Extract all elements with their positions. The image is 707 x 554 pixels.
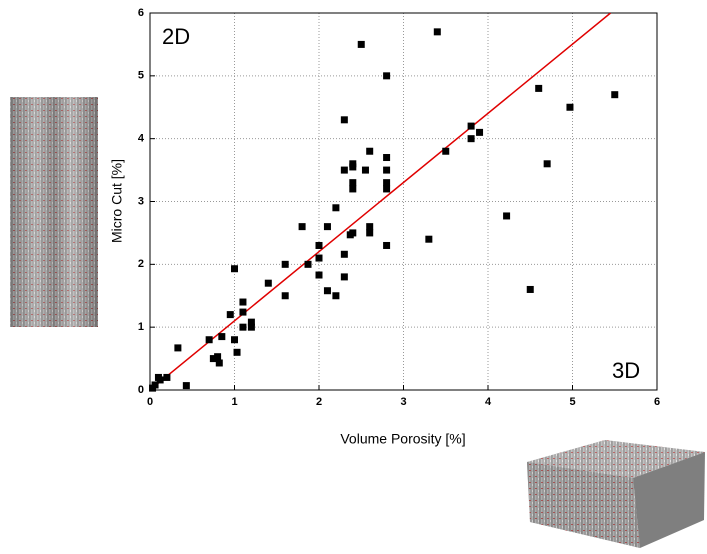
data-point: [156, 376, 164, 384]
data-point: [349, 179, 357, 187]
data-point: [361, 166, 369, 174]
y-tick-label: 2: [138, 258, 144, 270]
data-point: [281, 292, 289, 300]
data-point: [231, 336, 238, 344]
data-point: [214, 353, 222, 361]
data-point: [383, 241, 391, 249]
data-point: [218, 333, 226, 341]
data-point: [503, 212, 511, 220]
data-point: [281, 260, 289, 268]
data-point: [526, 285, 534, 293]
data-point: [340, 250, 348, 258]
data-point: [383, 185, 391, 193]
data-point: [209, 355, 217, 363]
data-point: [315, 271, 323, 279]
y-tick-label: 0: [138, 384, 144, 396]
y-tick-label: 5: [138, 70, 144, 82]
data-point: [349, 185, 357, 193]
data-point: [476, 128, 484, 136]
x-tick-label: 6: [654, 396, 660, 408]
x-tick-label: 0: [147, 396, 153, 408]
data-point: [298, 223, 306, 231]
label-2d: 2D: [162, 24, 190, 49]
data-point: [304, 260, 312, 268]
data-point: [543, 160, 551, 168]
y-tick-label: 3: [138, 195, 144, 207]
data-point: [239, 298, 247, 306]
data-point: [239, 308, 247, 316]
plot-frame: [149, 12, 658, 391]
data-point: [340, 273, 348, 281]
data-point: [442, 147, 450, 155]
x-tick-label: 4: [485, 396, 492, 408]
data-point: [215, 359, 223, 367]
data-point: [357, 40, 365, 48]
data-point: [174, 344, 182, 352]
data-point: [264, 279, 272, 287]
y-tick-label: 6: [138, 7, 144, 19]
data-point: [433, 28, 441, 36]
data-point: [383, 166, 391, 174]
data-point: [226, 311, 234, 319]
data-point: [383, 179, 391, 187]
data-point: [323, 287, 331, 295]
data-point: [332, 204, 340, 212]
data-point: [611, 91, 619, 99]
fit-line: [150, 13, 612, 390]
data-point: [340, 166, 348, 174]
data-point: [239, 323, 247, 331]
data-point: [425, 235, 433, 243]
data-point: [366, 229, 374, 237]
y-tick-label: 4: [138, 133, 145, 145]
data-point: [349, 163, 357, 171]
data-point: [383, 154, 391, 162]
x-tick-label: 5: [569, 396, 575, 408]
data-point: [535, 84, 543, 92]
data-point: [247, 323, 255, 331]
label-3d: 3D: [612, 358, 640, 383]
x-axis-label: Volume Porosity [%]: [340, 431, 465, 447]
data-point: [205, 336, 213, 344]
ct-block-3d: [527, 440, 705, 548]
data-point: [149, 384, 157, 392]
data-point: [231, 265, 238, 273]
data-point: [233, 348, 241, 356]
y-tick-label: 1: [138, 321, 144, 333]
data-point: [467, 135, 475, 143]
data-point: [340, 116, 348, 124]
data-point: [247, 318, 255, 326]
data-point: [566, 103, 574, 111]
data-point: [315, 241, 323, 249]
x-tick-label: 3: [400, 396, 406, 408]
data-point: [332, 292, 340, 300]
data-point: [383, 72, 391, 80]
y-axis-label: Micro Cut [%]: [109, 159, 125, 243]
data-point: [323, 223, 331, 231]
data-point: [182, 382, 190, 390]
micrograph-texture: [10, 97, 98, 327]
data-point: [315, 254, 323, 262]
data-point: [366, 223, 374, 231]
data-point: [163, 373, 171, 381]
data-point: [346, 231, 354, 239]
data-point: [467, 122, 475, 130]
x-tick-label: 1: [231, 396, 237, 408]
x-tick-label: 2: [316, 396, 322, 408]
data-point: [366, 147, 374, 155]
